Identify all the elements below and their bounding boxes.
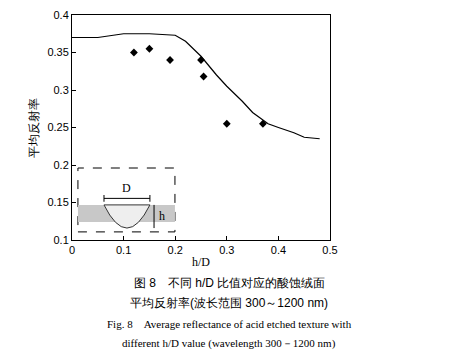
svg-text:h/D: h/D (192, 255, 210, 269)
svg-text:0.1: 0.1 (54, 234, 69, 246)
svg-text:0.5: 0.5 (322, 244, 337, 256)
svg-text:0.1: 0.1 (116, 244, 131, 256)
svg-text:0.15: 0.15 (47, 196, 68, 208)
svg-text:平均反射率(波长范围 300～1200 nm): 平均反射率(波长范围 300～1200 nm) (130, 296, 328, 310)
svg-text:0.4: 0.4 (271, 244, 286, 256)
svg-text:D: D (122, 181, 131, 195)
svg-text:0.4: 0.4 (54, 9, 69, 21)
svg-text:0.35: 0.35 (47, 46, 68, 58)
svg-text:h: h (159, 209, 165, 223)
svg-text:0.3: 0.3 (54, 84, 69, 96)
svg-text:图 8 不同 h/D 比值对应的酸蚀绒面: 图 8 不同 h/D 比值对应的酸蚀绒面 (134, 276, 325, 290)
svg-text:0.3: 0.3 (219, 244, 234, 256)
svg-text:Fig. 8 Average reflectance of: Fig. 8 Average reflectance of acid etche… (107, 318, 352, 330)
svg-text:0.2: 0.2 (54, 159, 69, 171)
svg-text:0: 0 (69, 244, 75, 256)
svg-text:different h/D value (wavelengt: different h/D value (wavelength 300－1200… (122, 337, 336, 350)
svg-text:0.25: 0.25 (47, 121, 68, 133)
svg-text:平均反射率: 平均反射率 (27, 98, 41, 158)
svg-text:0.2: 0.2 (168, 244, 183, 256)
